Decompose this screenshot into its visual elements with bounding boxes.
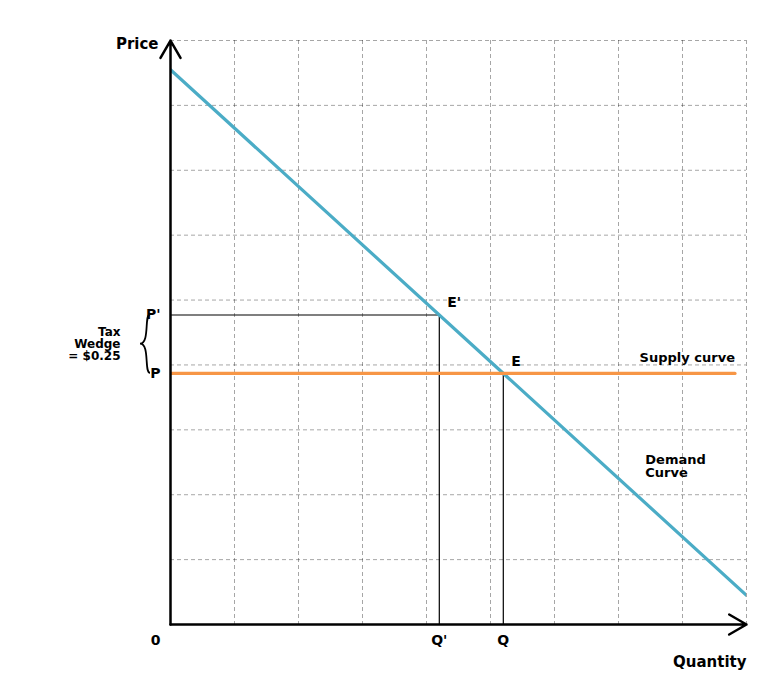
- svg-text:Q': Q': [431, 632, 447, 648]
- svg-text:Q: Q: [497, 632, 509, 648]
- svg-text:P': P': [146, 306, 161, 323]
- svg-text:P: P: [150, 365, 160, 381]
- svg-text:Supply curve: Supply curve: [640, 350, 736, 365]
- svg-text:0: 0: [151, 632, 161, 648]
- svg-text:Price: Price: [116, 35, 159, 53]
- svg-text:E: E: [511, 353, 521, 369]
- svg-text:E': E': [447, 294, 461, 310]
- svg-text:DemandCurve: DemandCurve: [645, 452, 706, 480]
- svg-text:TaxWedge= $0.25: TaxWedge= $0.25: [68, 325, 120, 363]
- svg-text:Quantity: Quantity: [673, 653, 747, 671]
